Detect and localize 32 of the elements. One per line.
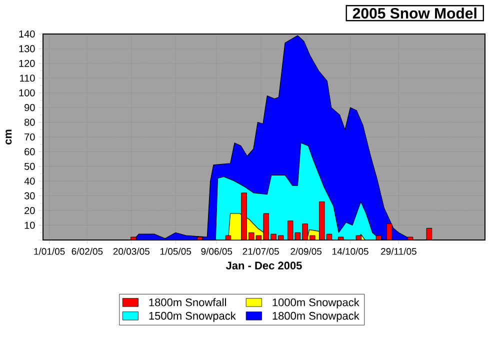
y-tick-label: 50 xyxy=(24,162,35,170)
y-tick-label: 70 xyxy=(24,133,35,141)
y-tick-label: 100 xyxy=(19,89,35,96)
x-tick-label: 9/06/05 xyxy=(201,248,232,255)
x-tick-label: 21/07/05 xyxy=(242,248,279,255)
legend-label: 1500m Snowpack xyxy=(149,312,236,322)
x-tick-label: 1/05/05 xyxy=(160,248,192,255)
legend-label: 1000m Snowpack xyxy=(272,298,360,308)
y-tick-label: 90 xyxy=(24,104,35,112)
y-tick-label: 20 xyxy=(24,207,35,214)
x-tick-label: 2/09/05 xyxy=(290,248,322,255)
x-tick-label: 20/03/05 xyxy=(113,248,150,255)
y-tick-label: 120 xyxy=(19,60,35,67)
y-tick-label: 130 xyxy=(19,45,35,52)
y-tick-label: 60 xyxy=(24,148,35,156)
y-tick-label: 10 xyxy=(24,222,35,229)
legend-label: 1800m Snowfall xyxy=(149,298,226,306)
x-tick-label: 14/10/05 xyxy=(332,248,368,255)
x-axis-title: Jan - Dec 2005 xyxy=(226,262,302,270)
x-tick-label: 6/02/05 xyxy=(72,248,103,255)
y-tick-label: 80 xyxy=(24,118,35,126)
y-axis-title: cm xyxy=(6,130,12,145)
chart-title: 2005 Snow Model xyxy=(352,8,476,19)
y-tick-label: 140 xyxy=(19,30,35,38)
bar xyxy=(302,224,308,240)
y-tick-label: 40 xyxy=(24,178,35,185)
bar xyxy=(241,192,247,240)
x-tick-label: 1/01/05 xyxy=(34,248,65,255)
y-tick-label: 30 xyxy=(24,192,35,200)
y-tick-label: 110 xyxy=(20,74,35,82)
legend-label: 1800m Snowpack xyxy=(272,312,360,322)
x-tick-label: 29/11/05 xyxy=(381,248,416,255)
